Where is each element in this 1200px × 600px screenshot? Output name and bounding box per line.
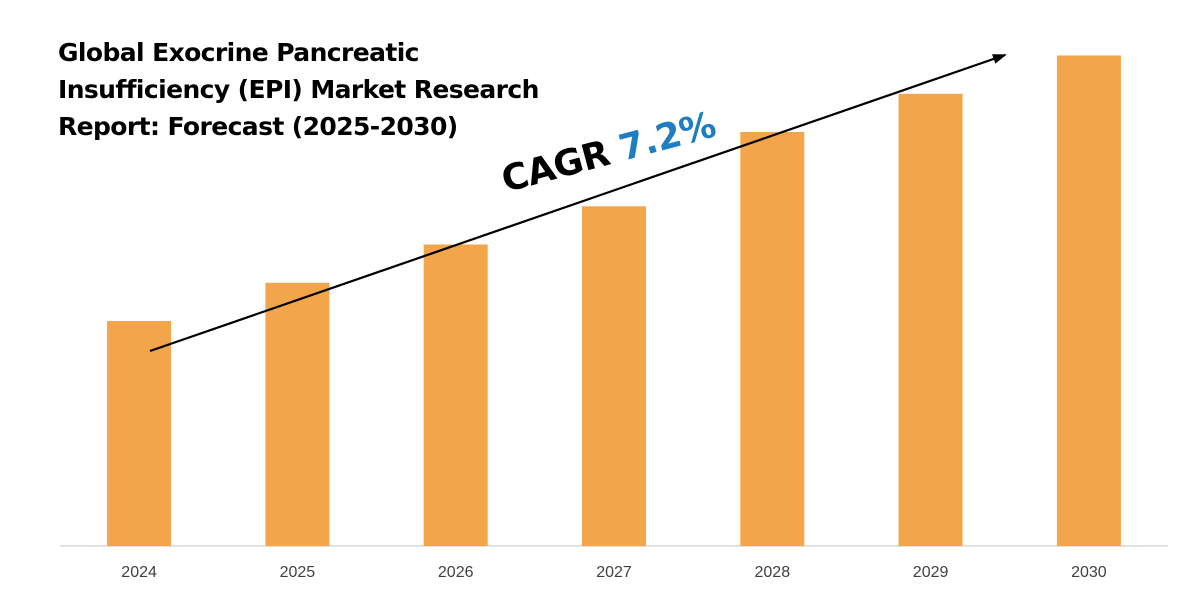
chart-title: Global Exocrine Pancreatic Insufficiency…	[58, 34, 578, 145]
x-tick-label-2029: 2029	[913, 564, 949, 581]
x-tick-label-2027: 2027	[596, 564, 632, 581]
title-line-3: Report: Forecast (2025-2030)	[58, 112, 458, 141]
title-line-2: Insufficiency (EPI) Market Research	[58, 75, 539, 104]
bar-2029	[898, 93, 963, 547]
bar-2027	[582, 206, 646, 547]
bar-2028	[740, 132, 805, 546]
x-tick-label-2026: 2026	[438, 564, 474, 581]
x-tick-label-2030: 2030	[1071, 564, 1107, 581]
title-line-1: Global Exocrine Pancreatic	[58, 38, 419, 67]
bar-2026	[423, 244, 488, 546]
x-tick-label-2028: 2028	[755, 564, 791, 581]
trend-arrow	[149, 53, 1007, 353]
bar-2024	[107, 321, 172, 546]
x-tick-label-2025: 2025	[280, 564, 316, 581]
bar-2030	[1056, 55, 1121, 546]
x-tick-labels: 2024 2025 2026 2027 2028 2029 2030	[121, 564, 1106, 581]
bar-2025	[265, 282, 330, 547]
x-tick-label-2024: 2024	[121, 564, 157, 581]
bars-group	[107, 55, 1121, 547]
